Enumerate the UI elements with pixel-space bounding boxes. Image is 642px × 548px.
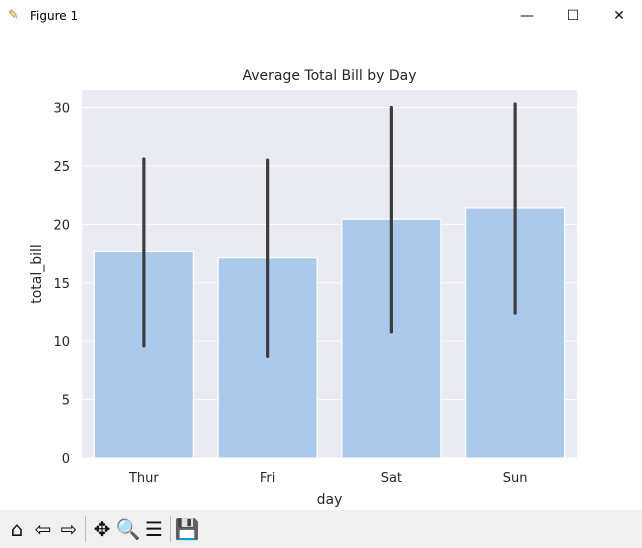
x-tick-label: Sun xyxy=(503,471,528,486)
back-arrow-icon[interactable]: ⇦ xyxy=(34,517,52,541)
x-tick-label: Sat xyxy=(381,471,402,486)
toolbar-separator xyxy=(170,516,171,542)
navigation-toolbar: ⌂ ⇦ ⇨ ✥ 🔍 ☰ 💾 xyxy=(0,510,642,548)
maximize-button[interactable]: ☐ xyxy=(566,8,580,24)
home-icon[interactable]: ⌂ xyxy=(10,517,24,541)
y-tick-label: 0 xyxy=(62,452,70,467)
y-tick-label: 15 xyxy=(53,277,70,292)
bar-chart: 0 5 10 15 20 25 30 Thur Fri Sat Sun Average Total B… xyxy=(29,68,577,508)
window-titlebar: ✎ Figure 1 — ☐ ✕ xyxy=(0,0,642,32)
x-axis-label: day xyxy=(317,492,343,508)
x-tick-label: Thur xyxy=(128,471,159,486)
y-tick-label: 30 xyxy=(53,102,70,117)
x-tick-label: Fri xyxy=(260,471,276,486)
y-tick-label: 20 xyxy=(53,218,70,233)
y-tick-label: 25 xyxy=(53,160,70,175)
pan-icon[interactable]: ✥ xyxy=(93,517,111,541)
toolbar-separator xyxy=(85,516,86,542)
close-button[interactable]: ✕ xyxy=(613,8,625,24)
y-axis-label: total_bill xyxy=(29,244,45,304)
zoom-icon[interactable]: 🔍 xyxy=(115,517,141,541)
minimize-button[interactable]: — xyxy=(520,8,534,24)
configure-subplots-icon[interactable]: ☰ xyxy=(145,517,163,541)
chart-title: Average Total Bill by Day xyxy=(242,68,416,84)
window-title: Figure 1 xyxy=(30,9,79,23)
forward-arrow-icon[interactable]: ⇨ xyxy=(60,517,78,541)
matplotlib-app-icon: ✎ xyxy=(8,8,19,23)
y-tick-label: 10 xyxy=(53,335,70,350)
y-tick-label: 5 xyxy=(62,394,70,409)
save-icon[interactable]: 💾 xyxy=(174,517,200,541)
